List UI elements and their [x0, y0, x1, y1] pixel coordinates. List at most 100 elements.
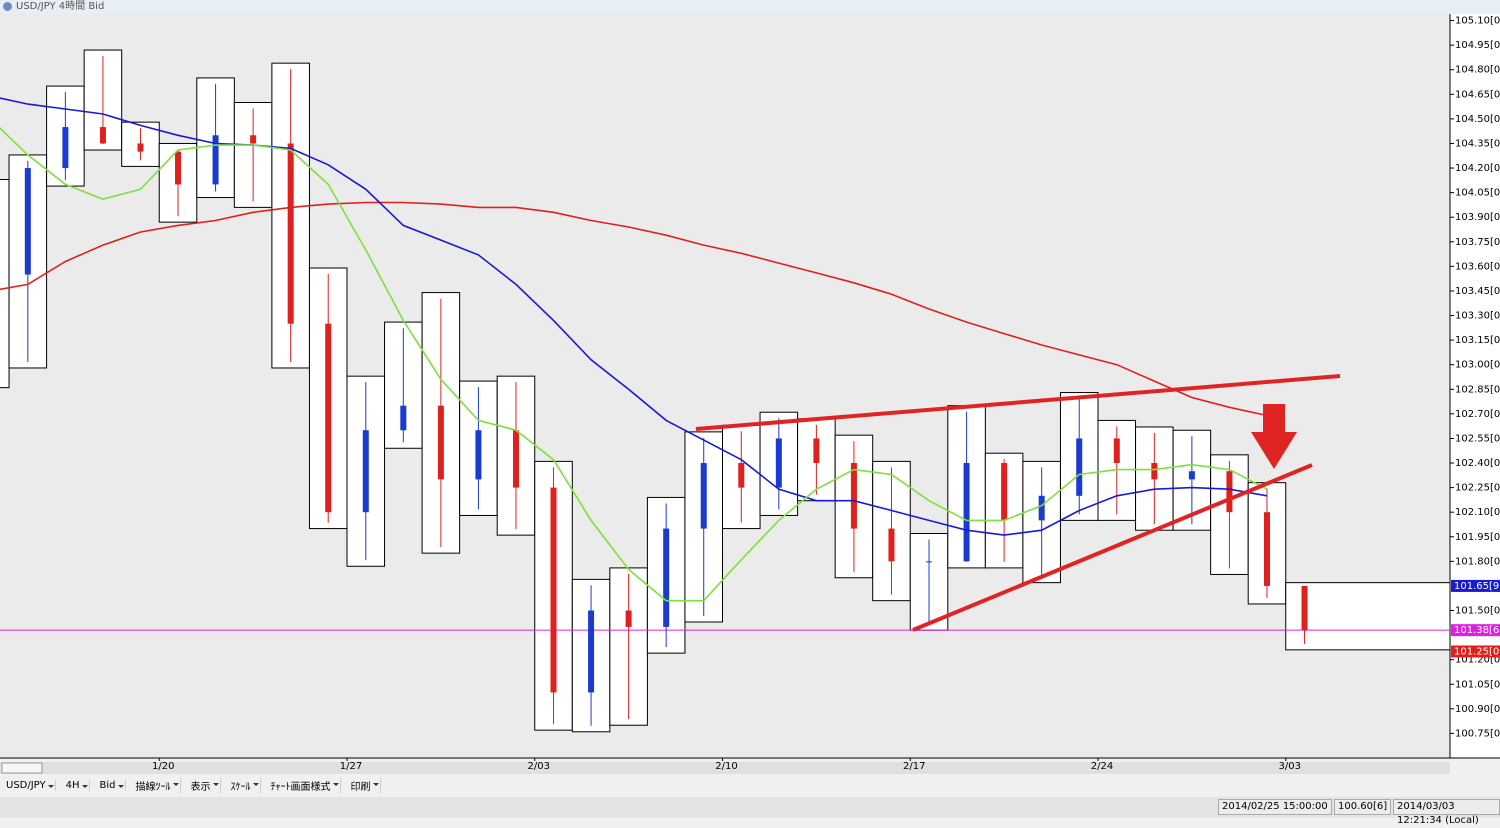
candle-body	[1226, 471, 1233, 513]
candle-body	[1188, 471, 1195, 480]
y-tick-label: 104.65[0]	[1455, 89, 1500, 100]
y-tick-label: 102.25[0]	[1455, 483, 1500, 494]
candle-body	[175, 151, 182, 185]
candle-body	[99, 127, 106, 144]
day-box	[1285, 582, 1450, 651]
toolbar-menu[interactable]: 描線ﾂｰﾙ	[130, 778, 181, 793]
day-box	[0, 179, 10, 389]
candle-body	[512, 430, 519, 488]
moving-average	[0, 201, 1268, 417]
y-tick-label: 102.40[0]	[1455, 458, 1500, 469]
candle-body	[475, 430, 482, 480]
x-tick-label: 2/24	[1091, 761, 1113, 772]
x-tick-label: 1/27	[340, 761, 362, 772]
candle-body	[963, 463, 970, 562]
y-tick-label: 101.95[0]	[1455, 532, 1500, 543]
candle-body	[437, 405, 444, 480]
candle-body	[663, 528, 670, 627]
y-tick-label: 103.75[0]	[1455, 237, 1500, 248]
toolbar-menu[interactable]: Bid	[94, 780, 126, 791]
candle-body	[1263, 512, 1270, 586]
trend-line	[695, 374, 1341, 431]
toolbar-menu[interactable]: ｽｹｰﾙ	[225, 778, 261, 793]
window-title: USD/JPY 4時間 Bid	[0, 0, 1500, 14]
y-tick-label: 103.15[0]	[1455, 335, 1500, 346]
y-tick-label: 103.00[0]	[1455, 360, 1500, 371]
candle-body	[287, 143, 294, 324]
y-tick-label: 101.20[0]	[1455, 655, 1500, 666]
y-tick-label: 103.60[0]	[1455, 261, 1500, 272]
y-tick-label: 103.45[0]	[1455, 286, 1500, 297]
y-tick-label: 103.90[0]	[1455, 212, 1500, 223]
y-tick-label: 104.50[0]	[1455, 114, 1500, 125]
candle-body	[250, 135, 257, 144]
y-tick-label: 104.05[0]	[1455, 188, 1500, 199]
y-tick-label: 102.55[0]	[1455, 433, 1500, 444]
status-bar: 2014/02/25 15:00:00 100.60[6] 2014/03/03 1…	[0, 797, 1500, 826]
status-field: 100.60[6]	[1334, 799, 1392, 815]
candle-body	[137, 143, 144, 152]
candle-body	[1076, 438, 1083, 496]
price-tag	[1451, 624, 1500, 637]
x-tick-label: 2/03	[528, 761, 550, 772]
price-tag-label: 101.65[9	[1454, 581, 1499, 592]
x-tick-label: 2/17	[903, 761, 925, 772]
candle-body	[400, 405, 407, 431]
candle-body	[362, 430, 369, 513]
y-tick-label: 104.80[0]	[1455, 65, 1500, 76]
candle-body	[738, 463, 745, 488]
candle-body	[926, 561, 933, 563]
status-field: 2014/03/03 12:21:34 (Local)	[1393, 799, 1500, 826]
candle-body	[212, 135, 219, 185]
drawings	[695, 374, 1341, 632]
y-tick-label: 102.10[0]	[1455, 507, 1500, 518]
price-tag	[1451, 579, 1500, 592]
y-tick-label: 100.90[0]	[1455, 704, 1500, 715]
y-tick-label: 101.05[0]	[1455, 679, 1500, 690]
candle-body	[1301, 585, 1308, 631]
status-field: 2014/02/25 15:00:00	[1218, 799, 1332, 815]
moving-average	[0, 97, 1268, 536]
y-tick-label: 102.85[0]	[1455, 384, 1500, 395]
price-tag	[1451, 645, 1500, 658]
y-tick-label: 101.50[0]	[1455, 606, 1500, 617]
candle-body	[588, 610, 595, 693]
trend-line	[912, 463, 1313, 632]
x-tick-label: 2/10	[715, 761, 737, 772]
plot	[0, 49, 1450, 733]
candle-body	[550, 487, 557, 693]
toolbar-menu[interactable]: 表示	[185, 778, 221, 793]
chart: 105.10[0] 104.95[0] 104.80[0] 104.65[0] 104.…	[0, 14, 1500, 774]
x-tick-label: 3/03	[1279, 761, 1301, 772]
candle-body	[888, 528, 895, 562]
toolbar-menu[interactable]: 4H	[60, 780, 90, 791]
toolbar-menu[interactable]: 印刷	[345, 778, 381, 793]
y-tick-label: 105.10[0]	[1455, 16, 1500, 27]
candle-body	[1001, 463, 1008, 521]
candle-body	[325, 323, 332, 513]
y-tick-label: 104.20[0]	[1455, 163, 1500, 174]
y-tick-label: 100.75[0]	[1455, 728, 1500, 739]
candle-body	[700, 463, 707, 529]
candle-body	[625, 610, 632, 627]
toolbar-menu[interactable]: USD/JPY	[0, 780, 56, 791]
arrow	[1251, 404, 1297, 469]
candle-body	[1038, 495, 1045, 521]
toolbar-menu[interactable]: ﾁｬｰﾄ画面様式	[265, 778, 341, 793]
candle-body	[1151, 463, 1158, 480]
scrollbar[interactable]	[0, 762, 1450, 774]
price-tag-label: 101.25[0	[1454, 646, 1499, 657]
y-tick-label: 104.35[0]	[1455, 138, 1500, 149]
candle-body	[813, 438, 820, 464]
y-tick-label: 103.30[0]	[1455, 311, 1500, 322]
candle-body	[775, 438, 782, 488]
scroll-thumb[interactable]	[1, 762, 43, 774]
moving-average	[0, 127, 1268, 602]
y-tick-label: 104.95[0]	[1455, 40, 1500, 51]
toolbar: USD/JPY 4H Bid 描線ﾂｰﾙ 表示 ｽｹｰﾙ ﾁｬｰﾄ画面様式 印刷	[0, 776, 1500, 795]
y-tick-label: 101.80[0]	[1455, 556, 1500, 567]
candle-body	[24, 168, 31, 275]
candle-body	[850, 463, 857, 529]
candle-body	[1113, 438, 1120, 464]
